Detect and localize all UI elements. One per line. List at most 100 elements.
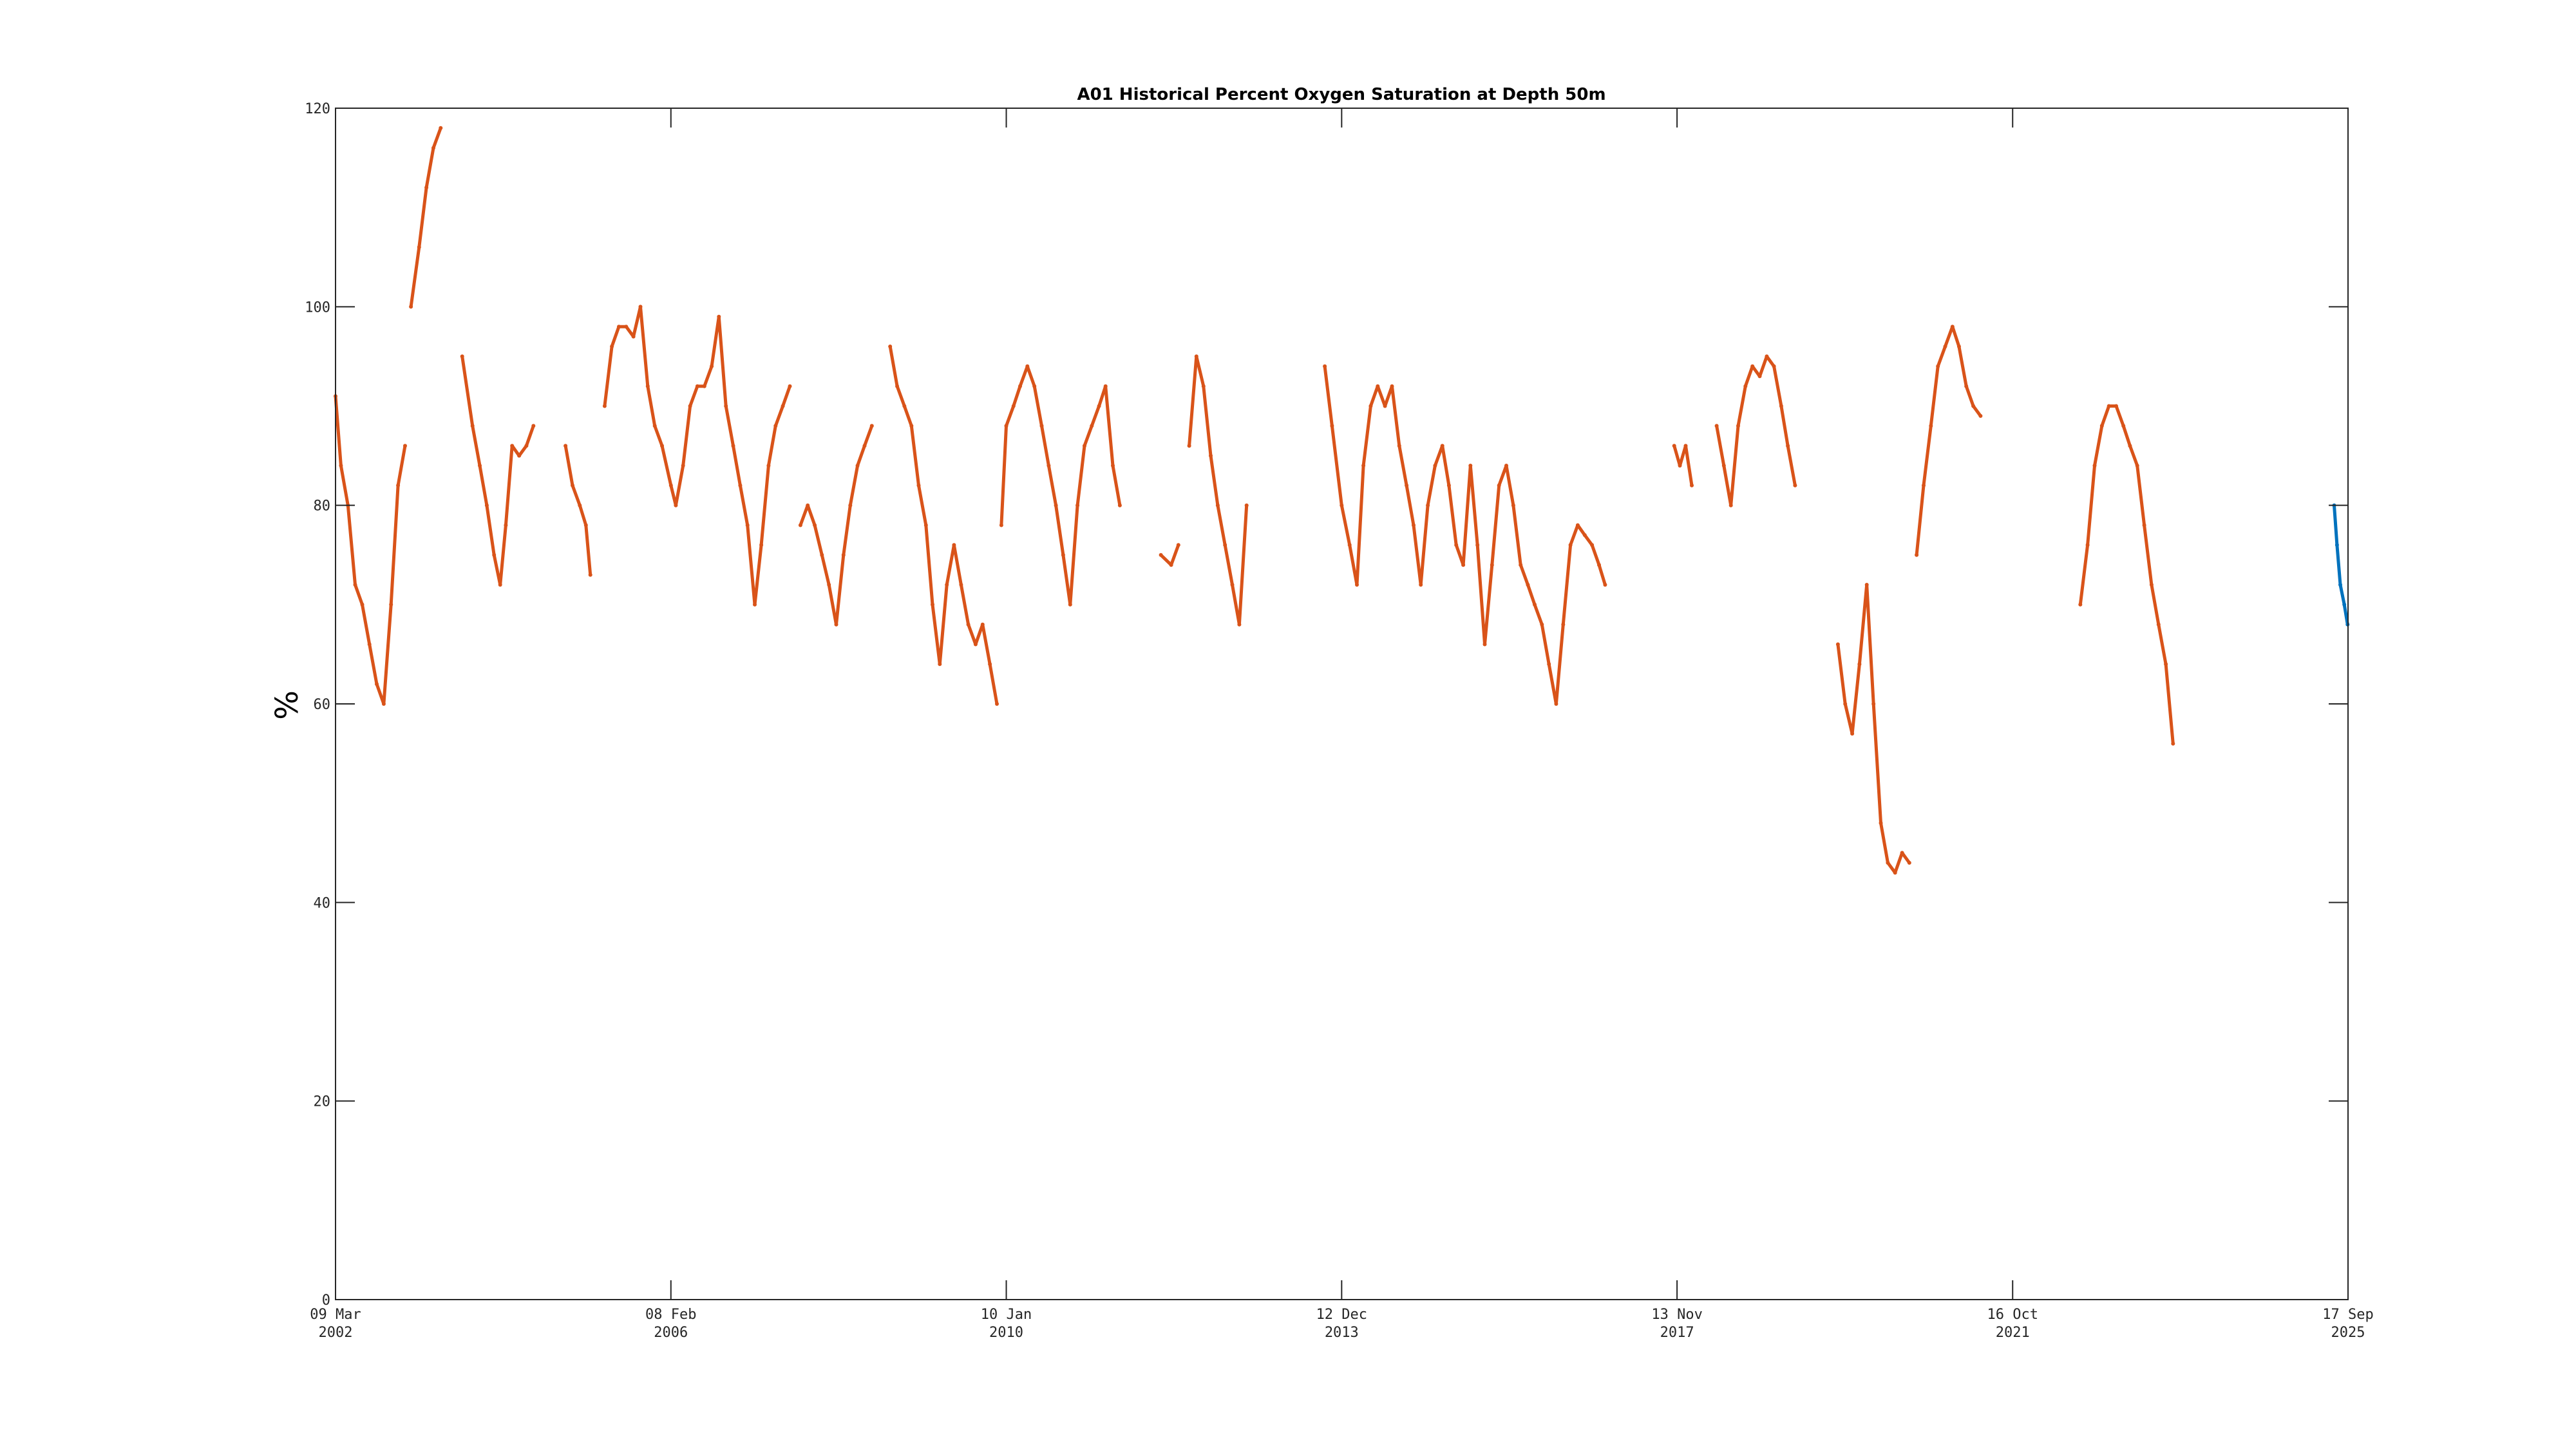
series-historical-point: [517, 453, 522, 458]
series-historical-point: [1368, 404, 1373, 408]
x-tick-label: 12 Dec: [1316, 1307, 1367, 1323]
y-tick-label: 60: [314, 697, 331, 713]
series-historical-point: [1230, 583, 1235, 587]
series-historical-point: [360, 602, 365, 607]
series-historical-point: [478, 464, 482, 468]
series-historical-point: [1440, 444, 1444, 448]
y-tick-label: 0: [322, 1293, 330, 1309]
series-historical-point: [1083, 444, 1086, 448]
series-historical-point: [1871, 702, 1876, 706]
series-historical-point: [1714, 424, 1719, 428]
series-historical-point: [745, 523, 750, 527]
series-historical-point: [1323, 364, 1327, 368]
series-historical-point: [1490, 563, 1494, 567]
series-historical-point: [753, 602, 757, 607]
series-historical-point: [820, 553, 824, 557]
series-historical-point: [1468, 464, 1473, 468]
series-historical-point: [2135, 464, 2139, 468]
x-tick-label: 09 Mar: [310, 1307, 361, 1323]
plot-frame: [335, 108, 2349, 1300]
series-historical-point: [2107, 404, 2111, 408]
series-historical-point: [2092, 464, 2097, 468]
series-historical-point: [1397, 444, 1401, 448]
series-historical-point: [916, 483, 921, 488]
series-historical-point: [759, 543, 764, 547]
series-historical-line: [1915, 325, 1982, 557]
series-historical-point: [610, 345, 614, 348]
series-historical-point: [1721, 464, 1726, 468]
x-tick-label: 16 Oct: [1987, 1307, 2038, 1323]
x-tick-label: 13 Nov: [1651, 1307, 1702, 1323]
series-historical-point: [1187, 444, 1191, 448]
series-historical-point: [510, 444, 515, 448]
series-historical-point: [1011, 404, 1016, 408]
series-historical-point: [902, 404, 907, 408]
series-historical-point: [952, 543, 956, 547]
series-historical-point: [1046, 464, 1051, 468]
series-historical-point: [862, 444, 867, 448]
series-historical-point: [788, 384, 792, 388]
series-historical-point: [2164, 662, 2168, 667]
series-historical-point: [834, 622, 838, 627]
series-historical-line: [999, 365, 1122, 607]
series-historical-point: [973, 642, 978, 647]
series-historical-point: [1590, 543, 1595, 547]
series-historical-point: [1547, 662, 1551, 667]
series-historical-point: [869, 424, 874, 428]
series-historical-point: [353, 583, 357, 587]
x-tick-label: 17 Sep: [2322, 1307, 2373, 1323]
series-historical-point: [571, 483, 574, 488]
series-historical-line: [1188, 354, 1249, 627]
series-historical-point: [1736, 424, 1740, 428]
series-historical-point: [1956, 345, 1961, 348]
series-historical-point: [1103, 384, 1108, 388]
series-historical-point: [724, 404, 728, 408]
series-historical-point: [841, 553, 846, 557]
series-historical-point: [688, 404, 692, 408]
series-historical-point: [492, 553, 497, 557]
series-historical-line: [409, 126, 442, 308]
series-historical-line: [564, 444, 592, 577]
series-historical-point: [1201, 384, 1206, 388]
series-historical-point: [668, 483, 673, 488]
x-tick-label-year: 2010: [989, 1325, 1023, 1341]
series-historical-point: [1390, 384, 1394, 388]
series-historical-line: [888, 345, 999, 706]
series-historical-point: [1330, 424, 1334, 428]
series-historical-point: [2114, 404, 2118, 408]
series-historical-point: [424, 185, 429, 190]
series-historical-point: [945, 583, 949, 587]
series-historical-point: [1237, 622, 1242, 627]
y-tick-label: 80: [314, 498, 331, 515]
series-historical-point: [806, 503, 810, 507]
series-recent-point: [2342, 602, 2347, 607]
series-historical-point: [1419, 583, 1423, 587]
series-historical-point: [1025, 364, 1030, 368]
series-historical-point: [624, 325, 629, 329]
x-tick-label-year: 2006: [654, 1325, 688, 1341]
series-historical-point: [367, 642, 372, 647]
series-historical-point: [588, 573, 592, 577]
series-historical-point: [1426, 503, 1430, 507]
series-historical-point: [403, 444, 407, 448]
series-historical-line: [603, 305, 791, 607]
series-historical-line: [2078, 404, 2175, 746]
series-historical-point: [1361, 464, 1366, 468]
series-historical-point: [1004, 424, 1009, 428]
series-historical-point: [460, 354, 464, 359]
series-historical-point: [1943, 345, 1947, 348]
series-historical-point: [895, 384, 900, 388]
series-historical-point: [531, 424, 536, 428]
series-historical-point: [1907, 860, 1911, 865]
series-historical-point: [2099, 424, 2104, 428]
series-historical-point: [578, 503, 582, 507]
series-historical-point: [1405, 483, 1409, 488]
series-historical-point: [888, 345, 893, 348]
series-layer: [334, 126, 2350, 875]
series-historical-point: [2171, 741, 2175, 746]
series-historical-point: [1879, 821, 1883, 825]
series-historical-point: [1454, 543, 1459, 547]
y-tick-label: 120: [305, 101, 330, 117]
